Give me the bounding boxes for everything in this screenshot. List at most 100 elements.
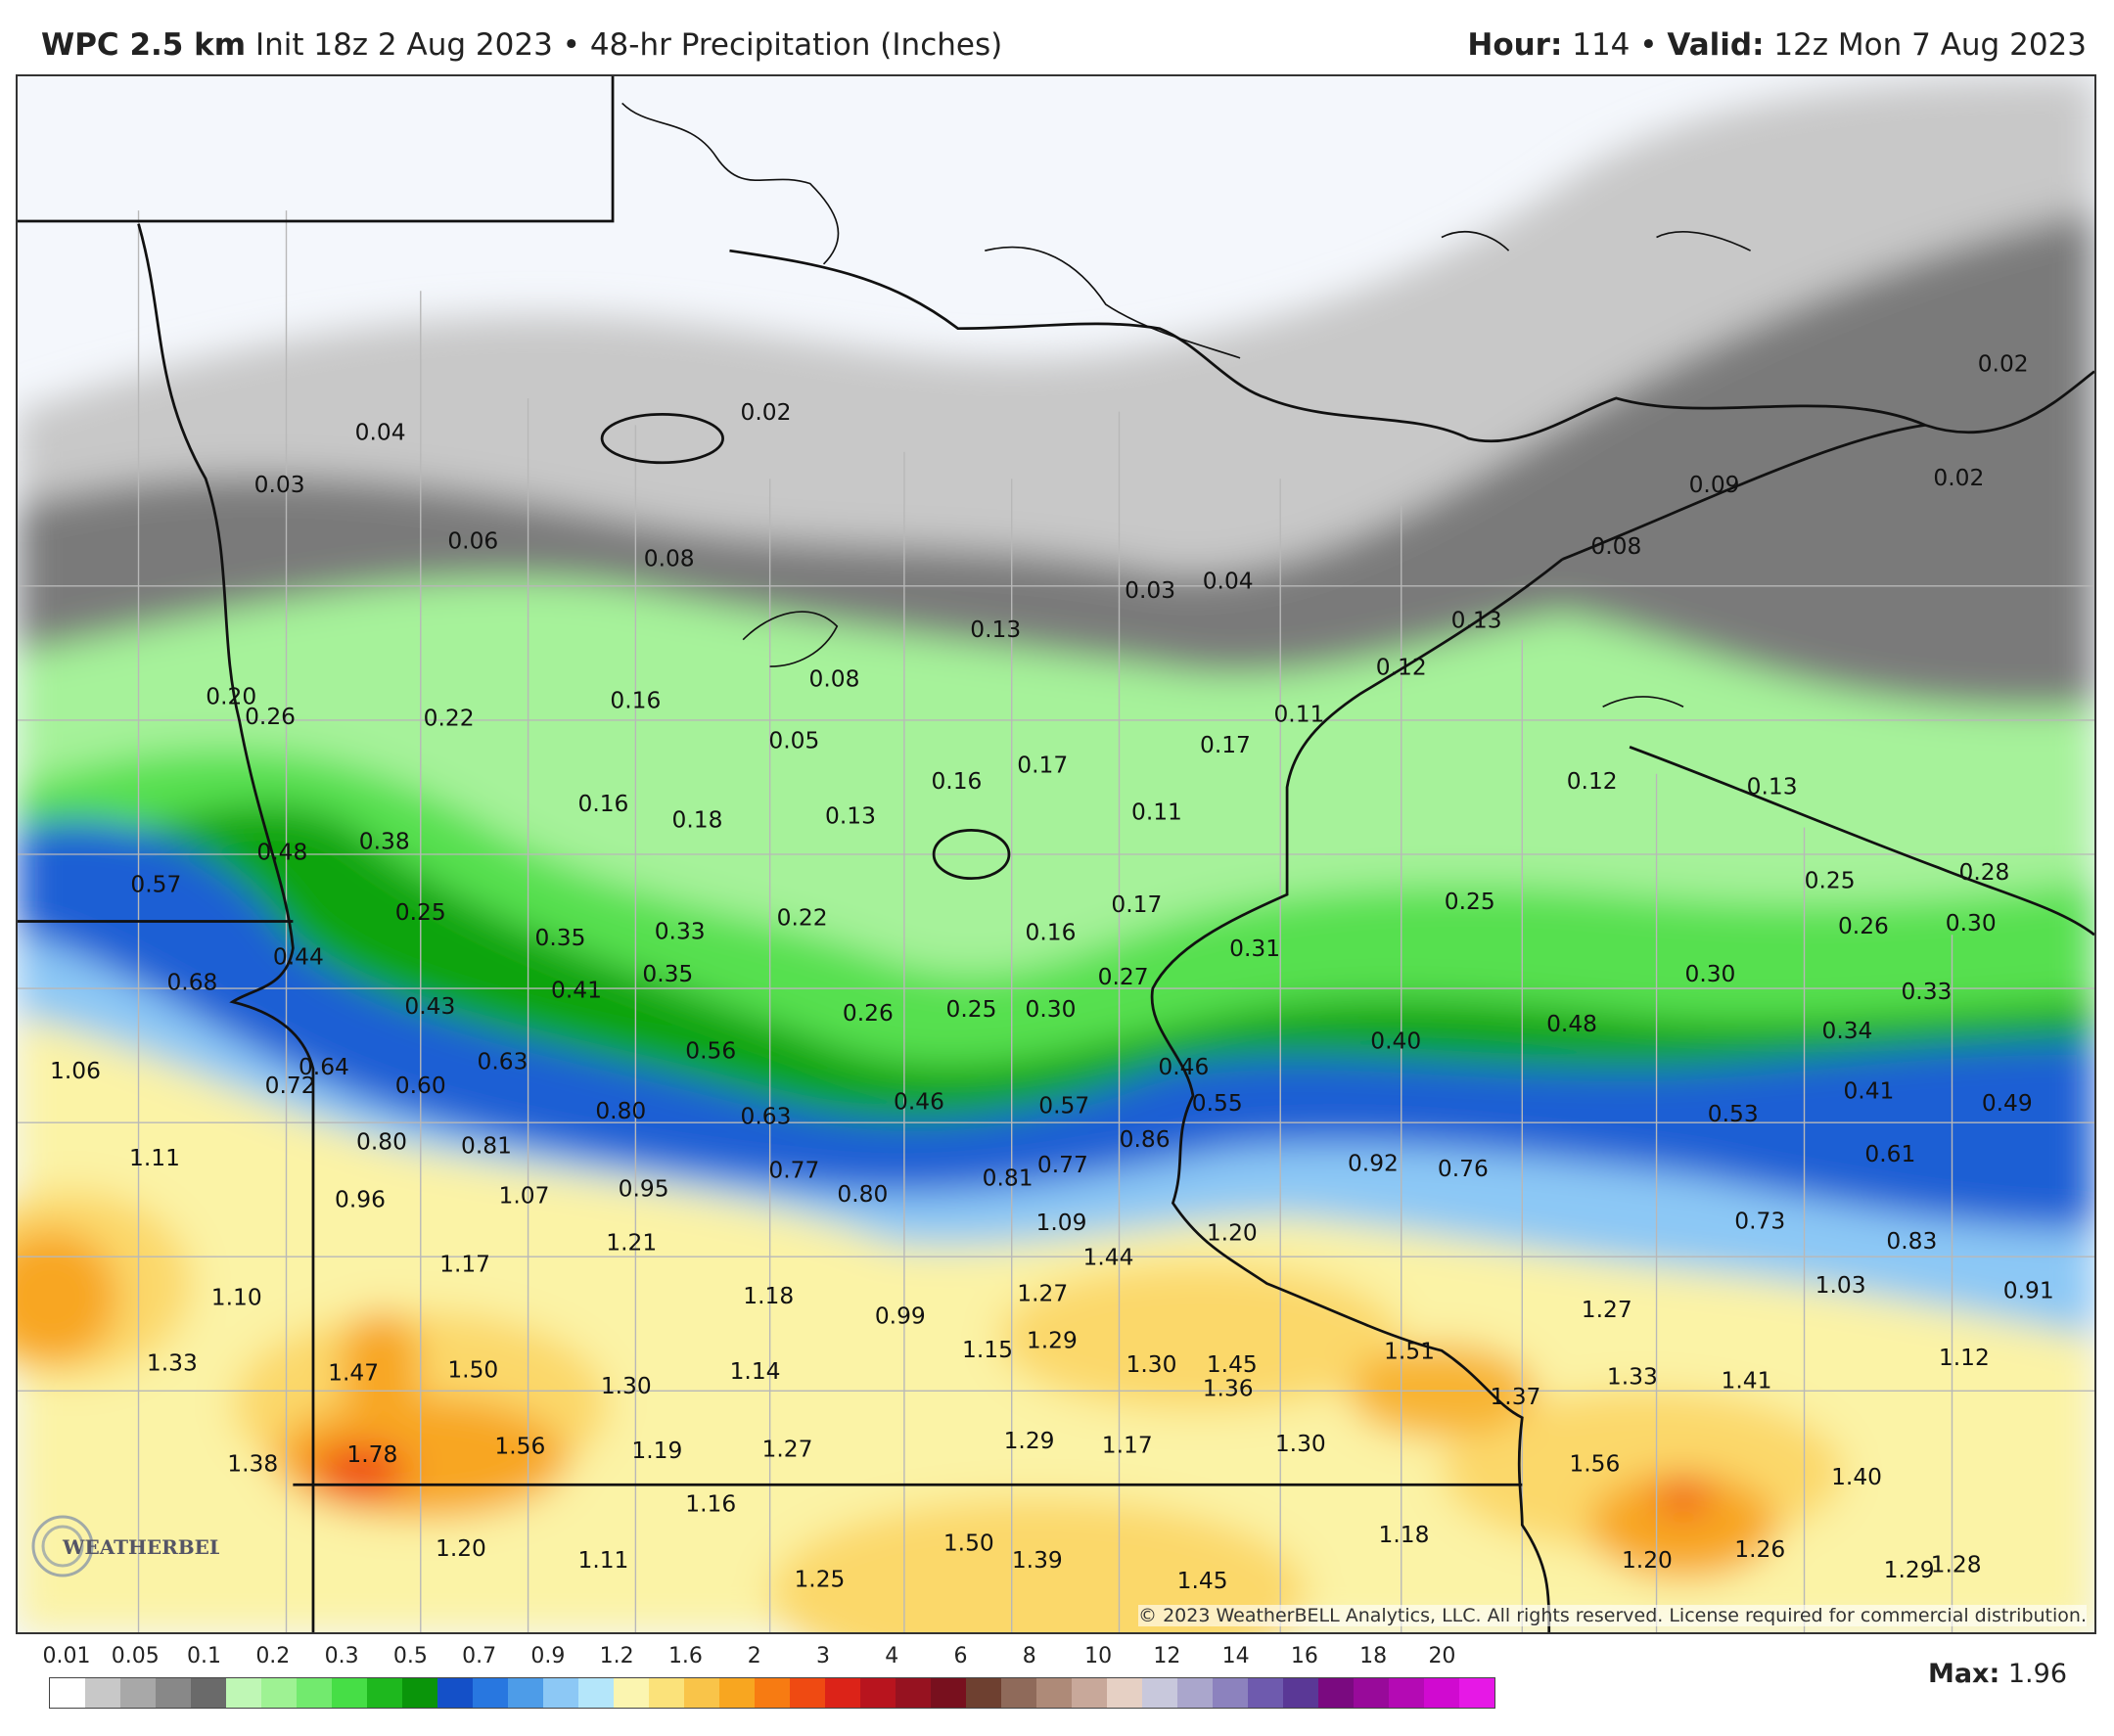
precip-value-label: 0.77	[1037, 1152, 1088, 1178]
precip-value-label: 1.17	[439, 1251, 490, 1277]
precip-value-label: 1.29	[1027, 1327, 1078, 1353]
legend-swatch	[191, 1678, 226, 1708]
legend-tick: 0.01	[42, 1644, 91, 1668]
precip-value-label: 0.80	[837, 1181, 888, 1208]
precip-value-label: 0.56	[685, 1037, 736, 1064]
legend-tick: 14	[1221, 1644, 1250, 1668]
legend-swatch	[790, 1678, 825, 1708]
precip-value-label: 0.35	[535, 925, 586, 951]
precip-value-label: 1.78	[346, 1441, 397, 1468]
legend-swatch	[1107, 1678, 1142, 1708]
legend-tick: 0.2	[255, 1644, 291, 1668]
legend-swatch	[719, 1678, 755, 1708]
precip-value-label: 0.16	[577, 791, 628, 817]
max-value-label: Max: 1.96	[1928, 1659, 2067, 1689]
precip-value-label: 0.57	[130, 871, 181, 897]
precip-value-label: 0.25	[1805, 867, 1856, 893]
copyright-notice: © 2023 WeatherBELL Analytics, LLC. All r…	[1138, 1605, 2087, 1626]
legend-tick: 20	[1428, 1644, 1456, 1668]
precip-value-label: 1.27	[1582, 1297, 1632, 1323]
legend-swatch	[1036, 1678, 1072, 1708]
precip-value-label: 0.13	[825, 802, 876, 829]
precip-value-label: 0.92	[1348, 1150, 1399, 1176]
legend-tick: 0.9	[530, 1644, 566, 1668]
legend-tick-labels: 0.01 0.05 0.1 0.2 0.3 0.5 0.7 0.9 1.2 1.6 2 3 4 6 8 10 1…	[43, 1644, 1517, 1673]
legend-swatch	[1424, 1678, 1459, 1708]
precip-value-label: 0.26	[843, 1000, 894, 1027]
precip-value-label: 1.18	[743, 1283, 794, 1309]
precip-value-label: 0.30	[1946, 910, 1997, 937]
precipitation-map[interactable]: 0.04 0.03 0.06 0.02 0.08 0.03 0.04 0.02 0.09 0.02…	[16, 74, 2096, 1634]
precip-value-label: 0.16	[610, 688, 661, 714]
header-title: WPC 2.5 km Init 18z 2 Aug 2023 • 48-hr P…	[41, 27, 1002, 63]
legend-swatch	[684, 1678, 719, 1708]
precip-value-label: 1.20	[436, 1535, 486, 1562]
legend-swatch	[1213, 1678, 1248, 1708]
precip-value-label: 0.27	[1098, 964, 1149, 990]
precip-value-label: 0.64	[299, 1054, 349, 1080]
color-legend: 0.01 0.05 0.1 0.2 0.3 0.5 0.7 0.9 1.2 1.6 2 3 4 6 8 10 1…	[43, 1644, 1517, 1732]
precip-value-label: 0.40	[1370, 1028, 1421, 1055]
precip-value-label: 0.11	[1273, 701, 1324, 727]
precip-value-label: 0.46	[1158, 1054, 1209, 1080]
legend-swatch	[578, 1678, 614, 1708]
legend-swatch	[649, 1678, 684, 1708]
precip-value-label: 0.63	[478, 1048, 528, 1074]
precip-value-label: 0.44	[273, 943, 324, 970]
map-header: WPC 2.5 km Init 18z 2 Aug 2023 • 48-hr P…	[0, 0, 2114, 74]
precip-value-label: 1.37	[1490, 1384, 1540, 1410]
precip-value-label: 1.18	[1379, 1522, 1430, 1548]
legend-swatch	[85, 1678, 120, 1708]
precip-value-label: 1.27	[1017, 1280, 1068, 1306]
precip-value-label: 0.13	[1451, 607, 1502, 633]
precip-value-label: 0.11	[1131, 799, 1182, 825]
precip-value-label: 1.44	[1083, 1244, 1134, 1270]
precip-value-label: 0.35	[642, 961, 693, 987]
precip-value-label: 0.61	[1864, 1141, 1915, 1167]
legend-tick: 6	[953, 1644, 968, 1668]
precip-value-label: 0.55	[1192, 1090, 1243, 1117]
precip-value-label: 0.48	[256, 839, 307, 865]
precip-value-label: 0.41	[1843, 1077, 1894, 1104]
precip-value-label: 0.81	[983, 1165, 1034, 1192]
max-value: 1.96	[2007, 1659, 2067, 1689]
precip-value-label: 1.17	[1102, 1432, 1153, 1458]
legend-swatch	[261, 1678, 297, 1708]
precip-value-label: 0.22	[777, 905, 828, 932]
precip-value-label: 1.27	[762, 1436, 813, 1462]
precip-value-label: 0.25	[946, 996, 997, 1023]
precip-value-label: 0.43	[404, 993, 455, 1020]
precip-value-label: 0.83	[1886, 1228, 1937, 1255]
precip-value-label: 1.56	[1569, 1451, 1620, 1478]
precip-value-label: 0.68	[166, 969, 217, 995]
legend-swatch	[896, 1678, 931, 1708]
precip-value-label: 1.38	[227, 1451, 278, 1478]
precip-value-label: 1.15	[962, 1337, 1013, 1363]
legend-swatch	[1459, 1678, 1494, 1708]
hour-value: 114	[1572, 27, 1631, 63]
precip-value-label: 0.91	[2003, 1278, 2054, 1304]
precip-value-label: 0.31	[1229, 936, 1280, 962]
legend-swatch	[1142, 1678, 1177, 1708]
precip-value-label: 0.48	[1546, 1011, 1597, 1037]
precip-value-label: 0.28	[1958, 859, 2009, 886]
hour-label: Hour:	[1467, 27, 1563, 63]
precip-value-label: 0.05	[768, 728, 819, 754]
legend-swatch	[543, 1678, 578, 1708]
legend-tick: 18	[1359, 1644, 1388, 1668]
legend-swatch	[1283, 1678, 1318, 1708]
precip-value-label: 0.96	[335, 1187, 386, 1213]
legend-tick: 12	[1153, 1644, 1181, 1668]
legend-tick: 2	[747, 1644, 761, 1668]
state-borders	[18, 76, 2094, 1632]
legend-swatch	[120, 1678, 156, 1708]
precip-value-label: 0.04	[1203, 569, 1254, 595]
legend-swatch	[50, 1678, 85, 1708]
legend-swatch	[1318, 1678, 1354, 1708]
legend-swatch	[473, 1678, 508, 1708]
precip-value-label: 0.30	[1684, 961, 1735, 987]
precip-value-label: 0.17	[1017, 752, 1068, 778]
precip-value-label: 1.50	[447, 1357, 498, 1384]
precip-value-label: 0.26	[1838, 913, 1889, 939]
precip-value-label: 1.28	[1931, 1551, 1982, 1577]
